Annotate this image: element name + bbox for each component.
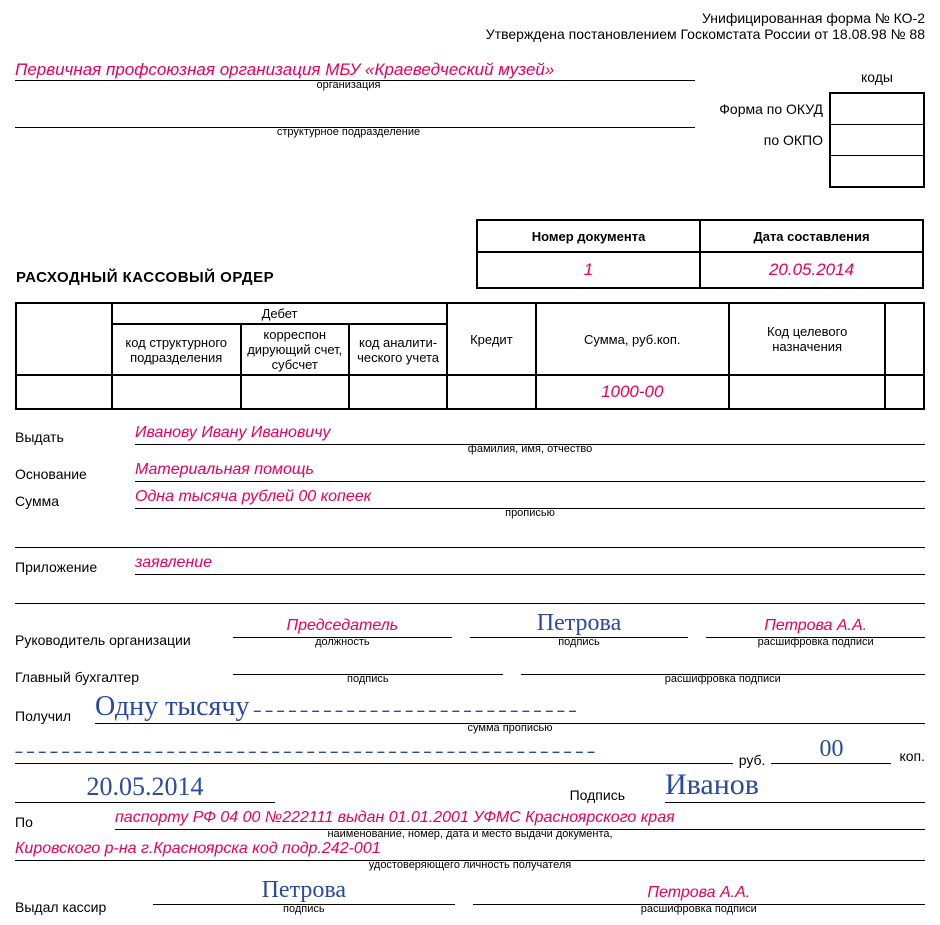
acct-label: Главный бухгалтер <box>15 669 215 685</box>
po-label: По <box>15 814 115 830</box>
okpo-label: по ОКПО <box>682 125 830 156</box>
sum-value: 1000-00 <box>536 375 730 409</box>
sum-header: Сумма, руб.коп. <box>536 303 730 375</box>
cashier-decode: Петрова А.А. <box>647 884 750 901</box>
okud-label: Форма по ОКУД <box>682 93 830 125</box>
org-name: Первичная профсоюзная организация МБУ «К… <box>15 60 554 79</box>
debit-header: Дебет <box>112 303 447 324</box>
doc-title: РАСХОДНЫЙ КАССОВЫЙ ОРДЕР <box>16 269 274 286</box>
cashier-sign: Петрова <box>262 877 346 903</box>
got-dashes: – – – – – – – – – – – – – – – – – – – – … <box>253 702 576 718</box>
head-sign: Петрова <box>537 610 621 636</box>
head-label: Руководитель организации <box>15 632 215 648</box>
got-dashes2: – – – – – – – – – – – – – – – – – – – – … <box>15 743 733 764</box>
po-line1: паспорту РФ 04 00 №222111 выдан 01.01.20… <box>115 809 675 826</box>
blank-code-cell <box>830 156 924 188</box>
rub-label: руб. <box>733 752 772 768</box>
doc-num-header: Номер документа <box>477 220 700 252</box>
sum-label: Сумма <box>15 493 135 509</box>
codes-title: коды <box>830 62 924 93</box>
basis-value: Материальная помощь <box>135 461 314 478</box>
app-label: Приложение <box>15 559 135 575</box>
codes-box: коды Форма по ОКУД по ОКПО <box>682 62 925 188</box>
basis-label: Основание <box>15 466 135 482</box>
okpo-cell <box>830 125 924 156</box>
kop-label: коп. <box>891 748 925 764</box>
doc-number: 1 <box>477 252 700 288</box>
sum-text: Одна тысяча рублей 00 копеек <box>135 488 371 505</box>
form-approved: Утверждена постановлением Госкомстата Ро… <box>15 26 925 42</box>
doc-date: 20.05.2014 <box>700 252 923 288</box>
credit-header: Кредит <box>447 303 535 375</box>
head-position: Председатель <box>287 617 399 634</box>
doc-date-header: Дата составления <box>700 220 923 252</box>
po-line2: Кировского р-на г.Красноярска код подр.2… <box>15 840 381 857</box>
sign-label: Подпись <box>570 787 625 803</box>
app-value: заявление <box>135 554 212 571</box>
form-header: Унифицированная форма № КО-2 Утверждена … <box>15 10 925 42</box>
head-decode: Петрова А.А. <box>764 617 867 634</box>
cashier-label: Выдал кассир <box>15 899 135 915</box>
give-value: Иванову Ивану Ивановичу <box>135 424 330 441</box>
sign-value: Иванов <box>665 768 759 801</box>
col-analytic: код аналити- ческого учета <box>349 324 447 375</box>
col-struct-code: код структурного подразделения <box>112 324 241 375</box>
give-label: Выдать <box>15 429 135 445</box>
date-written: 20.05.2014 <box>87 772 204 801</box>
okud-cell <box>830 93 924 125</box>
got-label: Получил <box>15 708 95 724</box>
got-value: Одну тысячу <box>95 691 250 722</box>
form-number: Унифицированная форма № КО-2 <box>15 10 925 26</box>
kop-value: 00 <box>819 736 843 762</box>
target-header: Код целевого назначения <box>729 303 885 375</box>
col-corr-acct: корреспон дирующий счет, субсчет <box>241 324 349 375</box>
